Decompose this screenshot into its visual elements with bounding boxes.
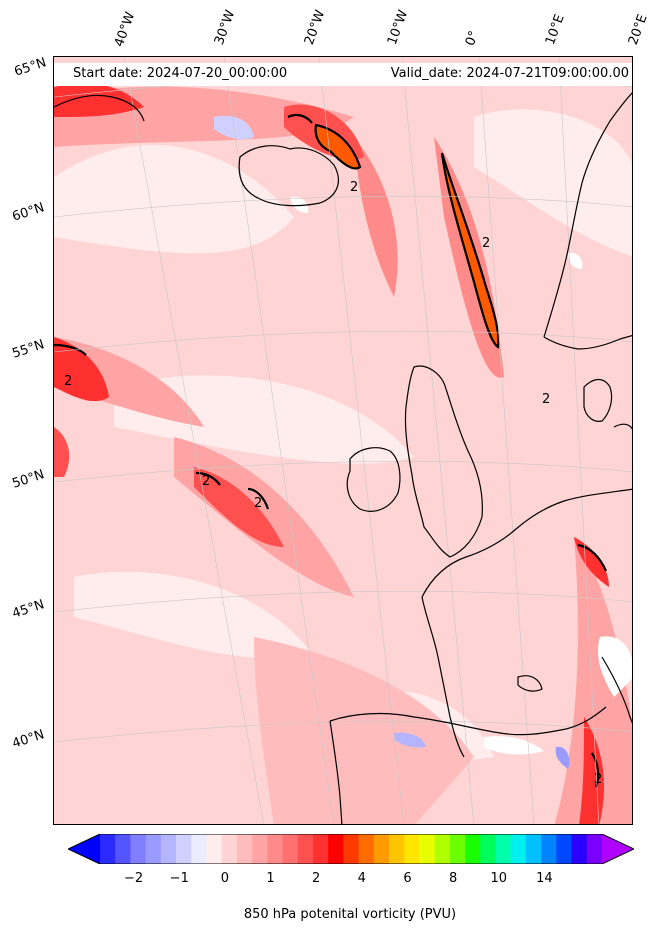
colorbar-tick-label: 1 <box>266 871 275 886</box>
lon-label-30w: 30°W <box>211 8 239 47</box>
pv-negative-spot <box>484 736 544 755</box>
colorbar-swatch <box>571 834 588 864</box>
colorbar-swatch <box>115 834 131 864</box>
colorbar-tick-label: −1 <box>169 871 189 886</box>
contour-label: 2 <box>64 374 72 389</box>
lat-label-55n: 55°N <box>10 337 47 362</box>
pv-contour-2 <box>287 113 313 124</box>
pv-negative-spot <box>290 196 309 213</box>
pv-mid-band <box>354 137 398 297</box>
lat-label-65n: 65°N <box>12 55 49 80</box>
pv-high-patch <box>54 427 70 477</box>
pv-contour-2 <box>195 471 221 486</box>
colorbar-swatch <box>100 834 116 864</box>
pv-low-patch <box>54 144 294 254</box>
colorbar-swatch <box>176 834 192 864</box>
colorbar <box>68 834 634 864</box>
date-strip <box>54 63 632 86</box>
colorbar-swatch <box>556 834 573 864</box>
colorbar-extend-high <box>602 834 634 864</box>
pv-high-patch <box>194 467 284 547</box>
colorbar-tick-label: 6 <box>403 871 412 886</box>
colorbar-swatch <box>282 834 299 864</box>
lon-label-20w: 20°W <box>301 8 329 47</box>
lat-label-60n: 60°N <box>10 200 47 225</box>
lat-label-40n: 40°N <box>10 727 47 752</box>
graticule <box>54 57 632 824</box>
colorbar-swatch <box>525 834 542 864</box>
colorbar-tick-label: 2 <box>312 871 321 886</box>
pv-map: 2 2 2 2 2 2 2 <box>53 56 633 825</box>
colorbar-swatch <box>221 834 238 864</box>
pv-low-patch <box>474 109 632 257</box>
pv-negative-spot <box>555 746 570 769</box>
colorbar-tick-label: 10 <box>490 871 507 886</box>
colorbar-swatch <box>160 834 177 864</box>
pv-negative-spot <box>568 252 583 269</box>
colorbar-swatch <box>389 834 405 864</box>
colorbar-swatch <box>328 834 344 864</box>
pv-mid-band <box>254 637 474 824</box>
colorbar-swatch <box>297 834 314 864</box>
colorbar-swatch <box>404 834 420 864</box>
contour-label: 2 <box>594 772 602 787</box>
lat-label-45n: 45°N <box>10 597 47 622</box>
pv-contour-2 <box>440 152 500 349</box>
colorbar-swatch <box>373 834 390 864</box>
colorbar-tick-label: −2 <box>124 871 144 886</box>
pv-field-svg: 2 2 2 2 2 2 2 <box>54 57 632 824</box>
colorbar-swatch <box>434 834 451 864</box>
colorbar-tick-label: 8 <box>448 871 458 886</box>
contour-label: 2 <box>254 496 262 511</box>
colorbar-swatch <box>358 834 375 864</box>
colorbar-extend-low <box>68 834 100 864</box>
colorbar-swatch <box>252 834 268 864</box>
colorbar-tick-label: 14 <box>536 871 553 886</box>
pv-mid-band <box>54 337 204 427</box>
valid-date-label: Valid_date: 2024-07-21T09:00:00.00 <box>390 66 629 81</box>
pv-high-patch <box>54 83 144 117</box>
lon-label-10w: 10°W <box>384 8 412 47</box>
pv-contour-2 <box>54 343 87 356</box>
pv-mid-band <box>554 537 632 824</box>
pv-negative-spot <box>597 636 632 697</box>
colorbar-swatch <box>541 834 557 864</box>
contour-label: 2 <box>202 474 210 489</box>
lat-label-50n: 50°N <box>10 467 47 492</box>
lon-label-0: 0° <box>462 28 483 48</box>
colorbar-swatch <box>145 834 162 864</box>
lon-label-40w: 40°W <box>111 10 139 49</box>
coastlines <box>54 92 632 824</box>
colorbar-swatch <box>586 834 603 864</box>
pv-contour-2 <box>314 123 362 170</box>
colorbar-swatch <box>510 834 527 864</box>
pv-contour-2 <box>577 543 608 572</box>
colorbar-tick-label: 4 <box>357 871 366 886</box>
colorbar-swatch <box>480 834 497 864</box>
contour-label: 2 <box>482 236 490 251</box>
colorbar-swatch <box>343 834 360 864</box>
pv-contour-2 <box>247 487 270 510</box>
colorbar-swatch <box>236 834 253 864</box>
colorbar-swatch <box>449 834 466 864</box>
colorbar-tick-label: 0 <box>220 871 230 886</box>
colorbar-swatch <box>495 834 512 864</box>
lon-label-10e: 10°E <box>542 12 568 48</box>
contour-label: 2 <box>350 180 358 195</box>
colorbar-swatch <box>191 834 207 864</box>
start-date-label: Start date: 2024-07-20_00:00:00 <box>73 66 288 81</box>
colorbar-swatch <box>130 834 147 864</box>
colorbar-swatch <box>206 834 223 864</box>
pv-negative-spot <box>394 732 426 748</box>
colorbar-swatch <box>465 834 481 864</box>
pv-high-patch <box>54 337 109 402</box>
colorbar-swatch <box>267 834 284 864</box>
colorbar-swatch <box>312 834 329 864</box>
colorbar-swatch <box>419 834 436 864</box>
contour-label: 2 <box>542 392 550 407</box>
colorbar-label: 850 hPa potenital vorticity (PVU) <box>243 907 457 922</box>
pv-high-patch <box>574 537 609 587</box>
lon-label-20e: 20°E <box>625 12 651 48</box>
